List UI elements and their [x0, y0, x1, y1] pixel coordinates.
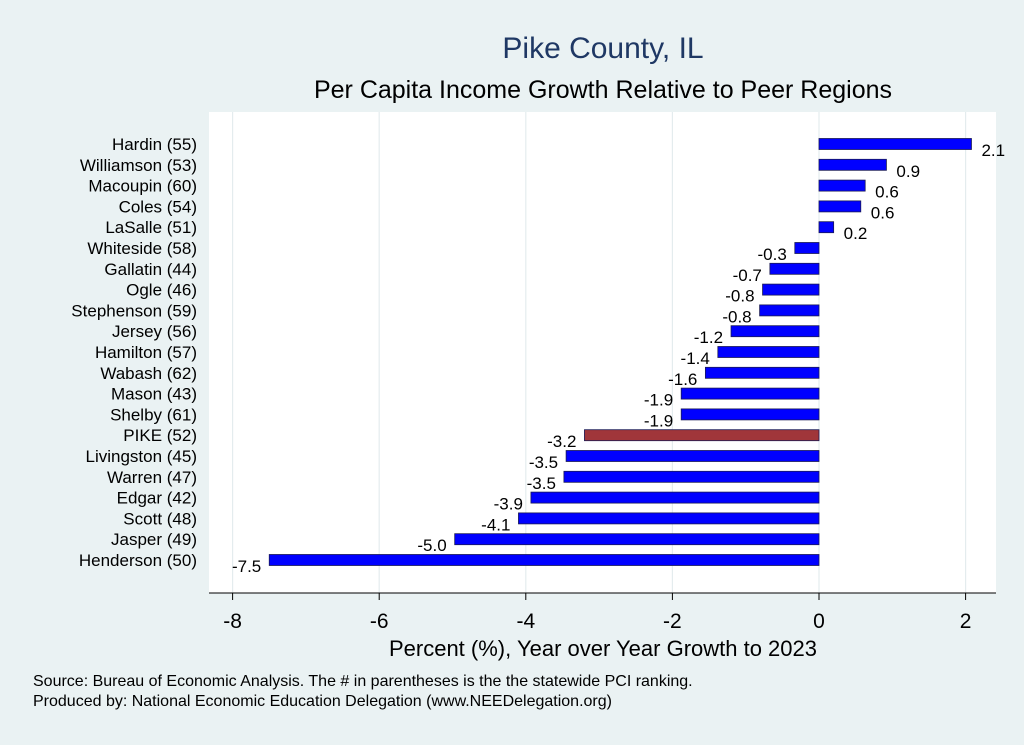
- x-tick-label: 2: [960, 610, 972, 633]
- bar: [681, 388, 819, 399]
- bar: [795, 243, 819, 254]
- category-label: Ogle (46): [126, 281, 197, 300]
- producer-note: Produced by: National Economic Education…: [33, 692, 693, 712]
- category-label: Jasper (49): [111, 530, 197, 549]
- value-label: -1.2: [694, 328, 723, 347]
- bar: [760, 305, 819, 316]
- value-label: -7.5: [232, 557, 261, 576]
- x-tick-label: 0: [813, 610, 825, 633]
- chart-subtitle: Per Capita Income Growth Relative to Pee…: [314, 76, 892, 104]
- category-label: Warren (47): [107, 468, 197, 487]
- value-label: -0.8: [725, 287, 754, 306]
- category-label: Scott (48): [123, 509, 197, 528]
- category-label: LaSalle (51): [105, 218, 197, 237]
- bar: [770, 263, 819, 274]
- category-labels: Hardin (55) Williamson (53) Macoupin (60)C…: [71, 135, 197, 570]
- value-label: -0.7: [733, 266, 762, 285]
- value-label: 0.6: [875, 183, 899, 202]
- category-label: Coles (54): [119, 197, 197, 216]
- value-label: -1.9: [644, 411, 673, 430]
- bar-highlight: [584, 430, 819, 441]
- category-label: Hamilton (57): [95, 343, 197, 362]
- value-label: -0.3: [758, 245, 787, 264]
- value-label: -5.0: [417, 536, 446, 555]
- category-label: Livingston (45): [85, 447, 197, 466]
- chart-title: Pike County, IL: [502, 32, 703, 65]
- category-label: Stephenson (59): [71, 301, 197, 320]
- x-tick-label: -2: [663, 610, 682, 633]
- footnotes: Source: Bureau of Economic Analysis. The…: [33, 672, 693, 712]
- x-axis-title: Percent (%), Year over Year Growth to 20…: [389, 636, 817, 661]
- category-label: Hardin (55): [112, 135, 197, 154]
- category-label: Gallatin (44): [104, 260, 197, 279]
- category-label: Edgar (42): [117, 489, 197, 508]
- category-label: PIKE (52): [123, 426, 197, 445]
- bar: [819, 201, 861, 212]
- category-label: Shelby (61): [110, 405, 197, 424]
- value-label: 0.2: [844, 224, 868, 243]
- value-label: -1.4: [681, 349, 710, 368]
- bar: [566, 451, 819, 462]
- value-label: -3.2: [547, 432, 576, 451]
- x-axis-ticks: -8 -6 -4 -2 0 2: [223, 593, 971, 633]
- bar: [819, 159, 886, 170]
- bar: [564, 471, 819, 482]
- value-label: 0.9: [896, 162, 920, 181]
- value-label: 0.6: [871, 203, 895, 222]
- category-label: Jersey (56): [112, 322, 197, 341]
- value-label: -4.1: [481, 515, 510, 534]
- source-note: Source: Bureau of Economic Analysis. The…: [33, 672, 693, 692]
- value-label: -3.5: [527, 474, 556, 493]
- bar: [518, 513, 819, 524]
- bar: [763, 284, 819, 295]
- value-label: -3.5: [529, 453, 558, 472]
- value-label: -0.8: [722, 307, 751, 326]
- bar: [819, 180, 865, 191]
- value-label: 2.1: [981, 141, 1005, 160]
- bar: [531, 492, 819, 503]
- value-label: -1.9: [644, 391, 673, 410]
- bar: [455, 534, 819, 545]
- category-label: Mason (43): [111, 385, 197, 404]
- category-label: Macoupin (60): [88, 177, 197, 196]
- category-label: Wabash (62): [100, 364, 197, 383]
- bar: [731, 326, 819, 337]
- bar: [819, 139, 971, 150]
- bar: [705, 367, 819, 378]
- value-label: -1.6: [668, 370, 697, 389]
- category-label: Whiteside (58): [87, 239, 197, 258]
- bar: [681, 409, 819, 420]
- bar: [819, 222, 834, 233]
- x-tick-label: -4: [516, 610, 535, 633]
- x-tick-label: -6: [370, 610, 389, 633]
- category-label: Williamson (53): [80, 156, 197, 175]
- value-label: -3.9: [494, 495, 523, 514]
- category-label: Henderson (50): [79, 551, 197, 570]
- bar-chart: Pike County, IL Per Capita Income Growth…: [0, 0, 1024, 670]
- bar: [269, 555, 819, 566]
- x-tick-label: -8: [223, 610, 242, 633]
- bar: [718, 347, 819, 358]
